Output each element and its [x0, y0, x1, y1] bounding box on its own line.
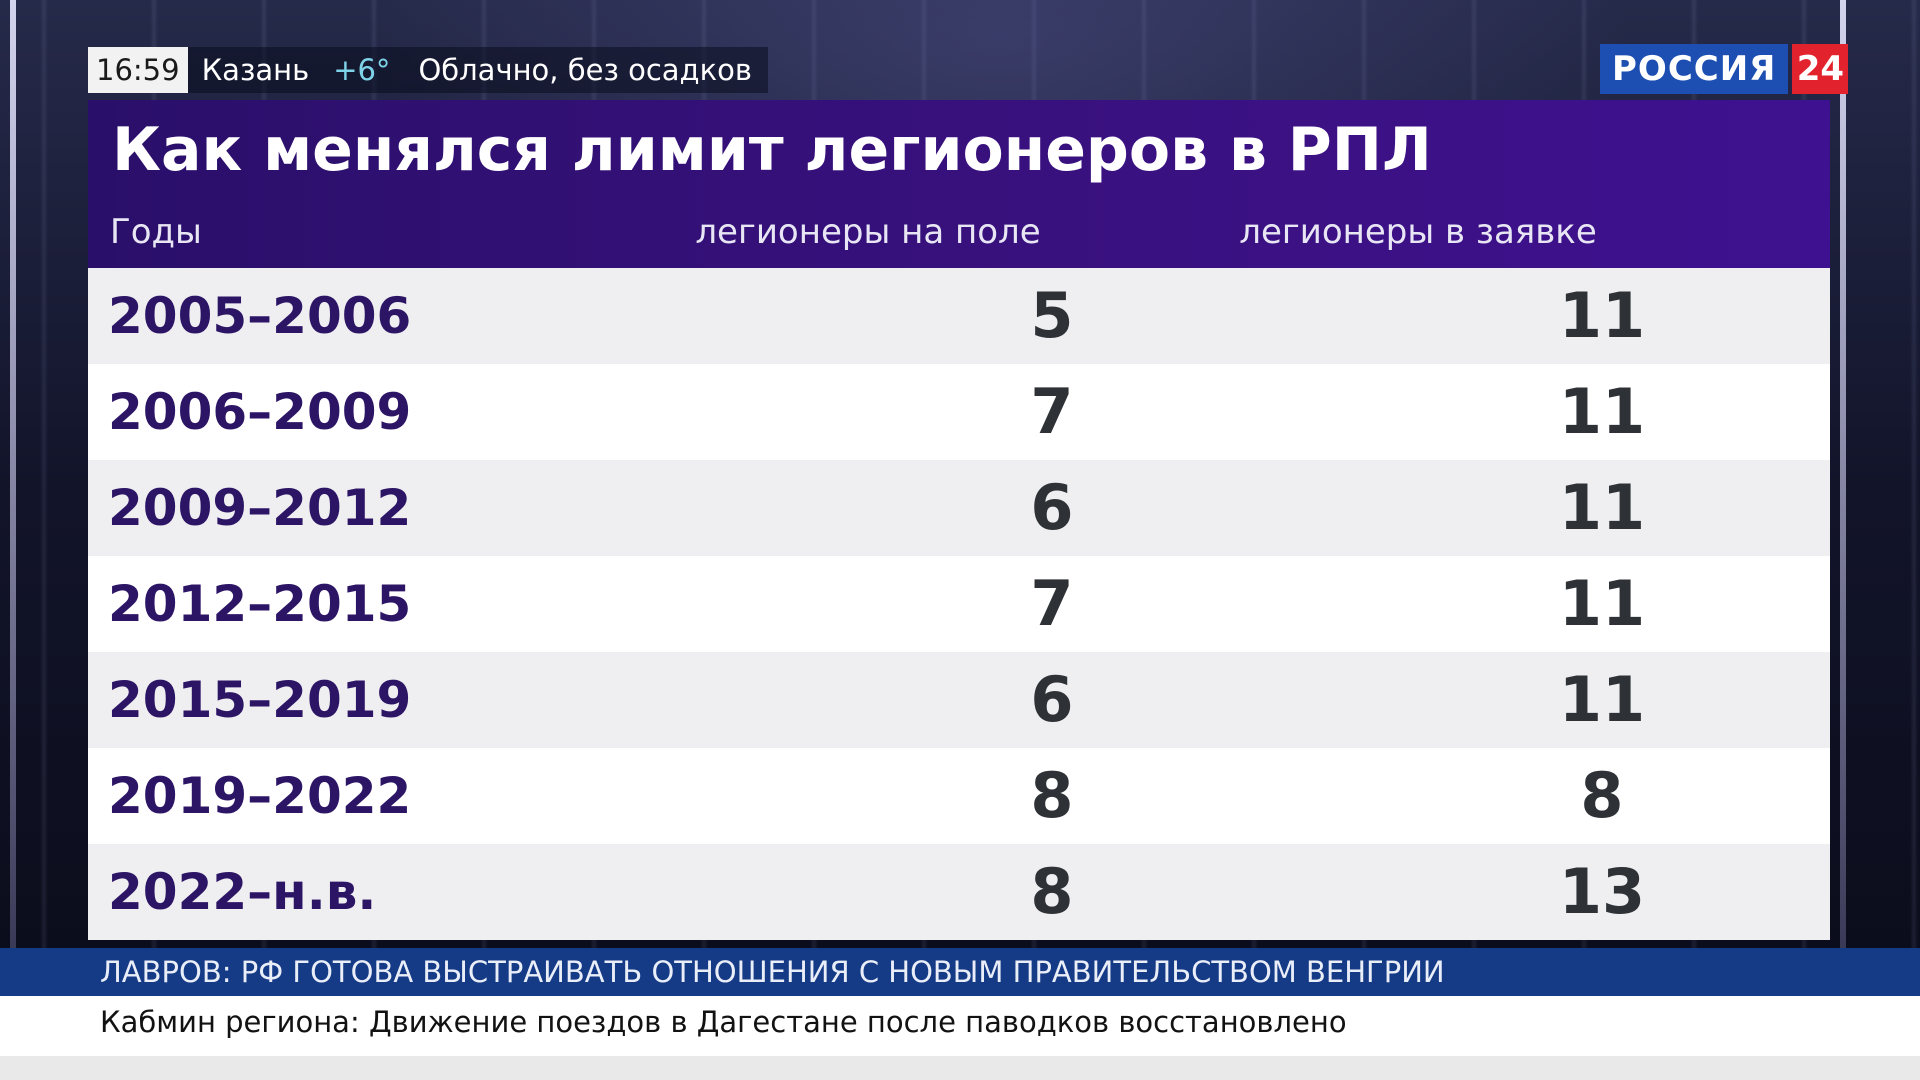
in-squad-cell: 11 [1558, 375, 1646, 448]
footer-strip [0, 1056, 1920, 1080]
news-ticker: Кабмин региона: Движение поездов в Дагес… [0, 996, 1920, 1056]
on-field-cell: 6 [1030, 471, 1074, 544]
table-row: 2012–2015 7 11 [88, 556, 1830, 652]
in-squad-cell: 11 [1558, 279, 1646, 352]
table-row: 2019–2022 8 8 [88, 748, 1830, 844]
years-cell: 2019–2022 [108, 767, 412, 825]
table-row: 2005–2006 5 11 [88, 268, 1830, 364]
headline-text: ЛАВРОВ: РФ ГОТОВА ВЫСТРАИВАТЬ ОТНОШЕНИЯ … [100, 955, 1445, 989]
news-text: Кабмин региона: Движение поездов в Дагес… [100, 1005, 1347, 1039]
table-row: 2006–2009 7 11 [88, 364, 1830, 460]
years-cell: 2012–2015 [108, 575, 412, 633]
weather-strip: Казань +6° Облачно, без осадков [187, 47, 768, 93]
table-header: Как менялся лимит легионеров в РПЛ Годы … [88, 100, 1830, 268]
years-cell: 2015–2019 [108, 671, 412, 729]
weather-description: Облачно, без осадков [418, 53, 752, 87]
table-title: Как менялся лимит легионеров в РПЛ [112, 115, 1432, 185]
on-field-cell: 6 [1030, 663, 1074, 736]
on-field-cell: 8 [1030, 855, 1074, 928]
studio-light-right [1840, 0, 1846, 950]
column-header-in-squad: легионеры в заявке [1239, 212, 1597, 252]
logo-number: 24 [1792, 44, 1849, 94]
temperature: +6° [333, 53, 391, 87]
table-body: 2005–2006 5 11 2006–2009 7 11 2009–2012 … [88, 268, 1830, 940]
on-field-cell: 7 [1030, 375, 1074, 448]
clock: 16:59 [88, 47, 188, 93]
table-row: 2022–н.в. 8 13 [88, 844, 1830, 940]
logo-wordmark: РОССИЯ [1600, 44, 1789, 94]
years-cell: 2006–2009 [108, 383, 412, 441]
column-header-years: Годы [110, 212, 202, 252]
table-row: 2015–2019 6 11 [88, 652, 1830, 748]
channel-logo: РОССИЯ 24 [1600, 44, 1849, 94]
table-row: 2009–2012 6 11 [88, 460, 1830, 556]
years-cell: 2009–2012 [108, 479, 412, 537]
in-squad-cell: 11 [1558, 663, 1646, 736]
legionnaire-limit-table: Как менялся лимит легионеров в РПЛ Годы … [88, 100, 1830, 940]
info-bar: 16:59 Казань +6° Облачно, без осадков [88, 46, 768, 94]
column-header-on-field: легионеры на поле [695, 212, 1041, 252]
on-field-cell: 7 [1030, 567, 1074, 640]
on-field-cell: 8 [1030, 759, 1074, 832]
in-squad-cell: 8 [1580, 759, 1624, 832]
years-cell: 2005–2006 [108, 287, 412, 345]
in-squad-cell: 13 [1558, 855, 1646, 928]
on-field-cell: 5 [1030, 279, 1074, 352]
city-name: Казань [201, 53, 310, 87]
studio-light-left [10, 0, 16, 950]
years-cell: 2022–н.в. [108, 863, 377, 921]
headline-ticker: ЛАВРОВ: РФ ГОТОВА ВЫСТРАИВАТЬ ОТНОШЕНИЯ … [0, 948, 1920, 996]
in-squad-cell: 11 [1558, 471, 1646, 544]
in-squad-cell: 11 [1558, 567, 1646, 640]
